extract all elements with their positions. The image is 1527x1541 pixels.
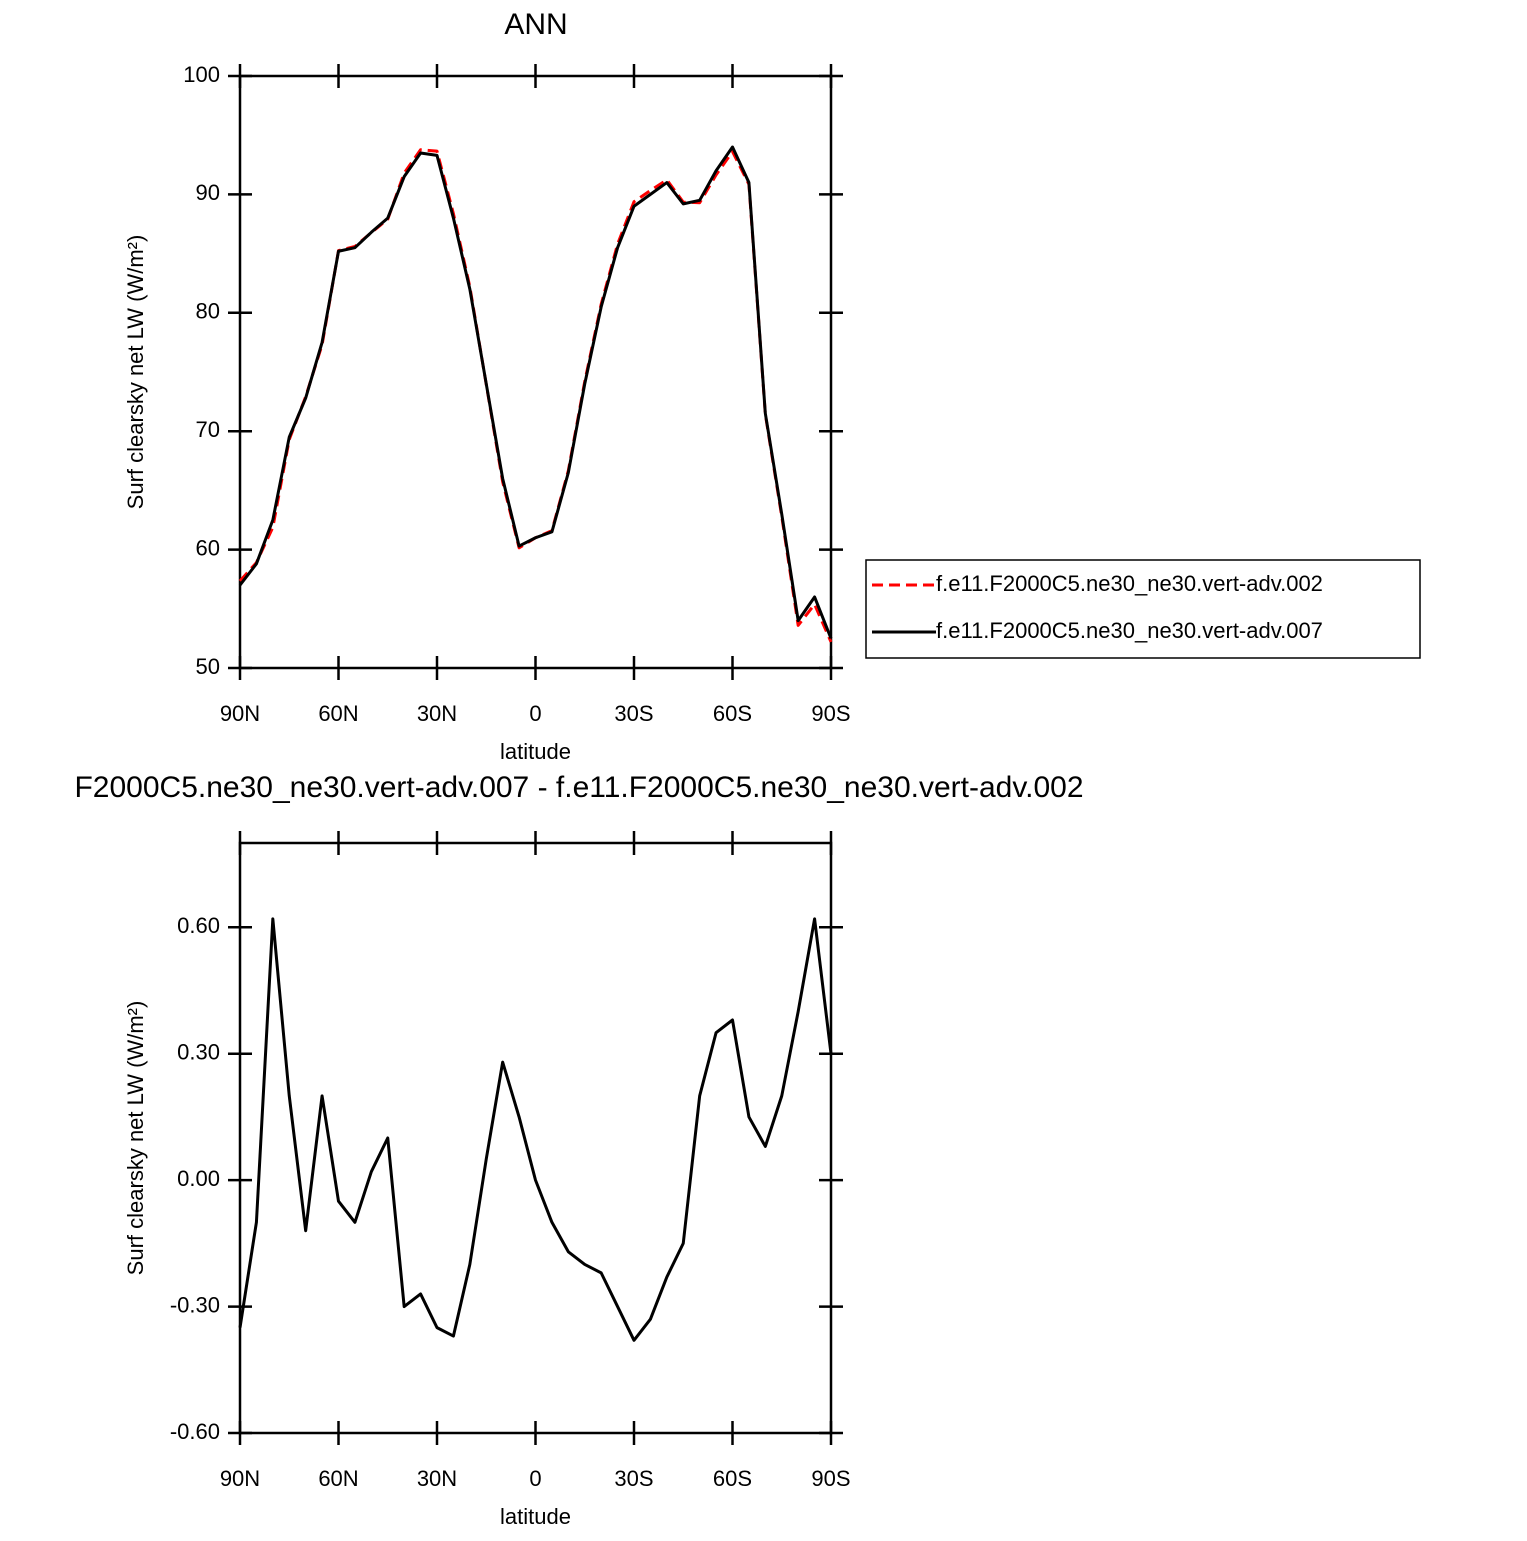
x-tick-label: 60N bbox=[318, 701, 358, 726]
y-tick-label: 0.60 bbox=[177, 913, 220, 938]
y-tick-label: 70 bbox=[196, 417, 220, 442]
y-tick-label: 90 bbox=[196, 180, 220, 205]
y-tick-label: 100 bbox=[183, 62, 220, 87]
legend-label: f.e11.F2000C5.ne30_ne30.vert-adv.002 bbox=[936, 571, 1323, 596]
x-tick-label: 60S bbox=[713, 701, 752, 726]
x-tick-label: 60S bbox=[713, 1466, 752, 1491]
x-tick-label: 0 bbox=[529, 701, 541, 726]
data-line bbox=[238, 148, 833, 643]
chart-title: ANN bbox=[504, 8, 567, 41]
y-tick-label: 0.00 bbox=[177, 1166, 220, 1191]
y-tick-label: 0.30 bbox=[177, 1040, 220, 1065]
x-tick-label: 90S bbox=[811, 701, 850, 726]
y-axis-label: Surf clearsky net LW (W/m²) bbox=[123, 1001, 148, 1276]
chart-title: F2000C5.ne30_ne30.vert-adv.007 - f.e11.F… bbox=[74, 771, 1083, 804]
x-tick-label: 30S bbox=[614, 701, 653, 726]
x-tick-label: 30N bbox=[417, 701, 457, 726]
y-tick-label: 80 bbox=[196, 299, 220, 324]
y-tick-label: 60 bbox=[196, 535, 220, 560]
x-tick-label: 0 bbox=[529, 1466, 541, 1491]
x-tick-label: 30S bbox=[614, 1466, 653, 1491]
x-tick-label: 90N bbox=[220, 1466, 260, 1491]
x-axis-label: latitude bbox=[500, 1504, 571, 1529]
x-tick-label: 90N bbox=[220, 701, 260, 726]
y-tick-label: -0.30 bbox=[170, 1292, 220, 1317]
data-line bbox=[238, 917, 833, 1342]
x-tick-label: 90S bbox=[811, 1466, 850, 1491]
data-line bbox=[238, 145, 833, 639]
x-tick-label: 30N bbox=[417, 1466, 457, 1491]
x-tick-label: 60N bbox=[318, 1466, 358, 1491]
legend-label: f.e11.F2000C5.ne30_ne30.vert-adv.007 bbox=[936, 618, 1323, 643]
y-tick-label: -0.60 bbox=[170, 1419, 220, 1444]
x-axis-label: latitude bbox=[500, 739, 571, 764]
y-tick-label: 50 bbox=[196, 654, 220, 679]
y-axis-label: Surf clearsky net LW (W/m²) bbox=[123, 235, 148, 510]
legend-box bbox=[865, 559, 1421, 659]
